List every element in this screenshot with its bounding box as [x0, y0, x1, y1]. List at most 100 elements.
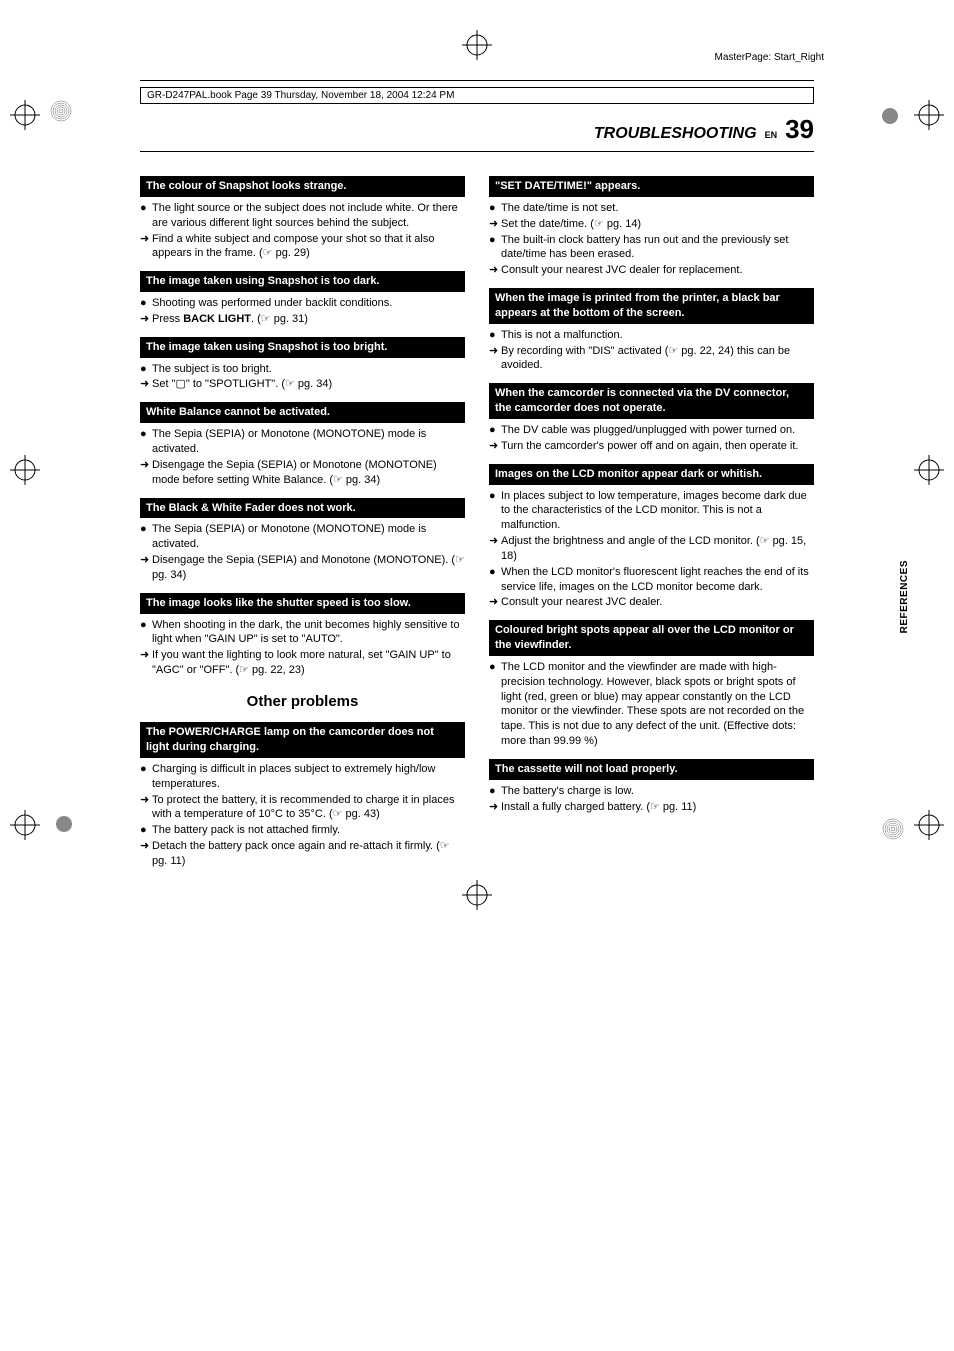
list-item: ●When the LCD monitor's fluorescent ligh…	[489, 565, 814, 595]
list-item: ●The Sepia (SEPIA) or Monotone (MONOTONE…	[140, 522, 465, 552]
registration-mark-icon	[462, 30, 492, 60]
list-item: ●In places subject to low temperature, i…	[489, 489, 814, 534]
issue-heading: The image taken using Snapshot is too br…	[140, 337, 465, 358]
bullet-icon: ●	[140, 362, 152, 377]
masterpage-label: MasterPage: Start_Right	[715, 52, 825, 63]
body-text: Disengage the Sepia (SEPIA) and Monotone…	[152, 553, 465, 583]
bold-text: BACK LIGHT	[183, 313, 251, 325]
registration-mark-icon	[10, 810, 40, 840]
list-item: ➜Set "▢" to "SPOTLIGHT". (☞ pg. 34)	[140, 377, 465, 392]
body-text: Shooting was performed under backlit con…	[152, 296, 392, 311]
body-text: Consult your nearest JVC dealer.	[501, 595, 662, 610]
right-column: "SET DATE/TIME!" appears. ●The date/time…	[489, 166, 814, 870]
arrow-icon: ➜	[489, 534, 501, 564]
registration-mark-icon	[10, 100, 40, 130]
body-text: Set the date/time. (☞ pg. 14)	[501, 217, 641, 232]
registration-mark-icon	[914, 455, 944, 485]
two-column-body: The colour of Snapshot looks strange. ●T…	[140, 166, 814, 870]
subsection-heading: Other problems	[140, 692, 465, 712]
registration-mark-icon	[914, 100, 944, 130]
registration-mark-icon	[462, 880, 492, 910]
arrow-icon: ➜	[140, 458, 152, 488]
list-item: ➜Install a fully charged battery. (☞ pg.…	[489, 800, 814, 815]
arrow-icon: ➜	[140, 377, 152, 392]
arrow-icon: ➜	[489, 800, 501, 815]
bullet-icon: ●	[489, 423, 501, 438]
bullet-icon: ●	[489, 328, 501, 343]
list-item: ●Charging is difficult in places subject…	[140, 762, 465, 792]
list-item: ➜Consult your nearest JVC dealer for rep…	[489, 263, 814, 278]
issue-heading: The cassette will not load properly.	[489, 759, 814, 780]
registration-mark-icon	[10, 455, 40, 485]
registration-mark-icon	[914, 810, 944, 840]
arrow-icon: ➜	[489, 344, 501, 374]
body-text: Adjust the brightness and angle of the L…	[501, 534, 814, 564]
bullet-icon: ●	[489, 565, 501, 595]
body-text: Consult your nearest JVC dealer for repl…	[501, 263, 743, 278]
issue-heading: "SET DATE/TIME!" appears.	[489, 176, 814, 197]
arrow-icon: ➜	[489, 217, 501, 232]
list-item: ●The light source or the subject does no…	[140, 201, 465, 231]
body-text: The Sepia (SEPIA) or Monotone (MONOTONE)…	[152, 427, 465, 457]
list-item: ➜Find a white subject and compose your s…	[140, 232, 465, 262]
list-item: ●The LCD monitor and the viewfinder are …	[489, 660, 814, 749]
body-text: The battery's charge is low.	[501, 784, 634, 799]
bullet-icon: ●	[489, 784, 501, 799]
list-item: ➜If you want the lighting to look more n…	[140, 648, 465, 678]
body-text: To protect the battery, it is recommende…	[152, 793, 465, 823]
list-item: ➜By recording with "DIS" activated (☞ pg…	[489, 344, 814, 374]
body-text: Detach the battery pack once again and r…	[152, 839, 465, 869]
bullet-icon: ●	[140, 427, 152, 457]
page-number: 39	[785, 114, 814, 145]
list-item: ●When shooting in the dark, the unit bec…	[140, 618, 465, 648]
body-text: Charging is difficult in places subject …	[152, 762, 465, 792]
list-item: ●The date/time is not set.	[489, 201, 814, 216]
list-item: ➜To protect the battery, it is recommend…	[140, 793, 465, 823]
list-item: ➜Consult your nearest JVC dealer.	[489, 595, 814, 610]
arrow-icon: ➜	[489, 439, 501, 454]
body-text: If you want the lighting to look more na…	[152, 648, 465, 678]
bullet-icon: ●	[489, 201, 501, 216]
list-item: ➜Disengage the Sepia (SEPIA) or Monotone…	[140, 458, 465, 488]
issue-heading: The image looks like the shutter speed i…	[140, 593, 465, 614]
body-text: The LCD monitor and the viewfinder are m…	[501, 660, 814, 749]
list-item: ●The battery's charge is low.	[489, 784, 814, 799]
bullet-icon: ●	[140, 201, 152, 231]
body-text: Disengage the Sepia (SEPIA) or Monotone …	[152, 458, 465, 488]
body-text: Press BACK LIGHT. (☞ pg. 31)	[152, 312, 308, 327]
issue-heading: The colour of Snapshot looks strange.	[140, 176, 465, 197]
list-item: ➜Adjust the brightness and angle of the …	[489, 534, 814, 564]
top-rule	[140, 80, 814, 81]
body-text: Turn the camcorder's power off and on ag…	[501, 439, 798, 454]
body-text: Find a white subject and compose your sh…	[152, 232, 465, 262]
dot-icon	[56, 816, 72, 832]
header-underline	[140, 151, 814, 152]
bullet-icon: ●	[140, 618, 152, 648]
body-text: The subject is too bright.	[152, 362, 272, 377]
side-tab-label: REFERENCES	[899, 560, 910, 633]
lang-code: EN	[765, 130, 778, 140]
arrow-icon: ➜	[140, 553, 152, 583]
list-item: ➜Disengage the Sepia (SEPIA) and Monoton…	[140, 553, 465, 583]
list-item: ●Shooting was performed under backlit co…	[140, 296, 465, 311]
bullet-icon: ●	[140, 762, 152, 792]
issue-heading: Images on the LCD monitor appear dark or…	[489, 464, 814, 485]
document-page: MasterPage: Start_Right GR-D247PAL.book …	[20, 40, 934, 900]
issue-heading: The POWER/CHARGE lamp on the camcorder d…	[140, 722, 465, 758]
body-text: Set "▢" to "SPOTLIGHT". (☞ pg. 34)	[152, 377, 332, 392]
list-item: ➜Press BACK LIGHT. (☞ pg. 31)	[140, 312, 465, 327]
list-item: ●The Sepia (SEPIA) or Monotone (MONOTONE…	[140, 427, 465, 457]
body-text: The Sepia (SEPIA) or Monotone (MONOTONE)…	[152, 522, 465, 552]
page-header: TROUBLESHOOTING EN 39	[140, 114, 814, 145]
arrow-icon: ➜	[140, 839, 152, 869]
body-text: When the LCD monitor's fluorescent light…	[501, 565, 814, 595]
text-fragment: . (☞ pg. 31)	[251, 313, 308, 325]
bullet-icon: ●	[489, 233, 501, 263]
body-text: The built-in clock battery has run out a…	[501, 233, 814, 263]
issue-heading: White Balance cannot be activated.	[140, 402, 465, 423]
body-text: The DV cable was plugged/unplugged with …	[501, 423, 795, 438]
list-item: ➜Turn the camcorder's power off and on a…	[489, 439, 814, 454]
bullet-icon: ●	[140, 296, 152, 311]
list-item: ●The built-in clock battery has run out …	[489, 233, 814, 263]
dot-icon	[882, 108, 898, 124]
